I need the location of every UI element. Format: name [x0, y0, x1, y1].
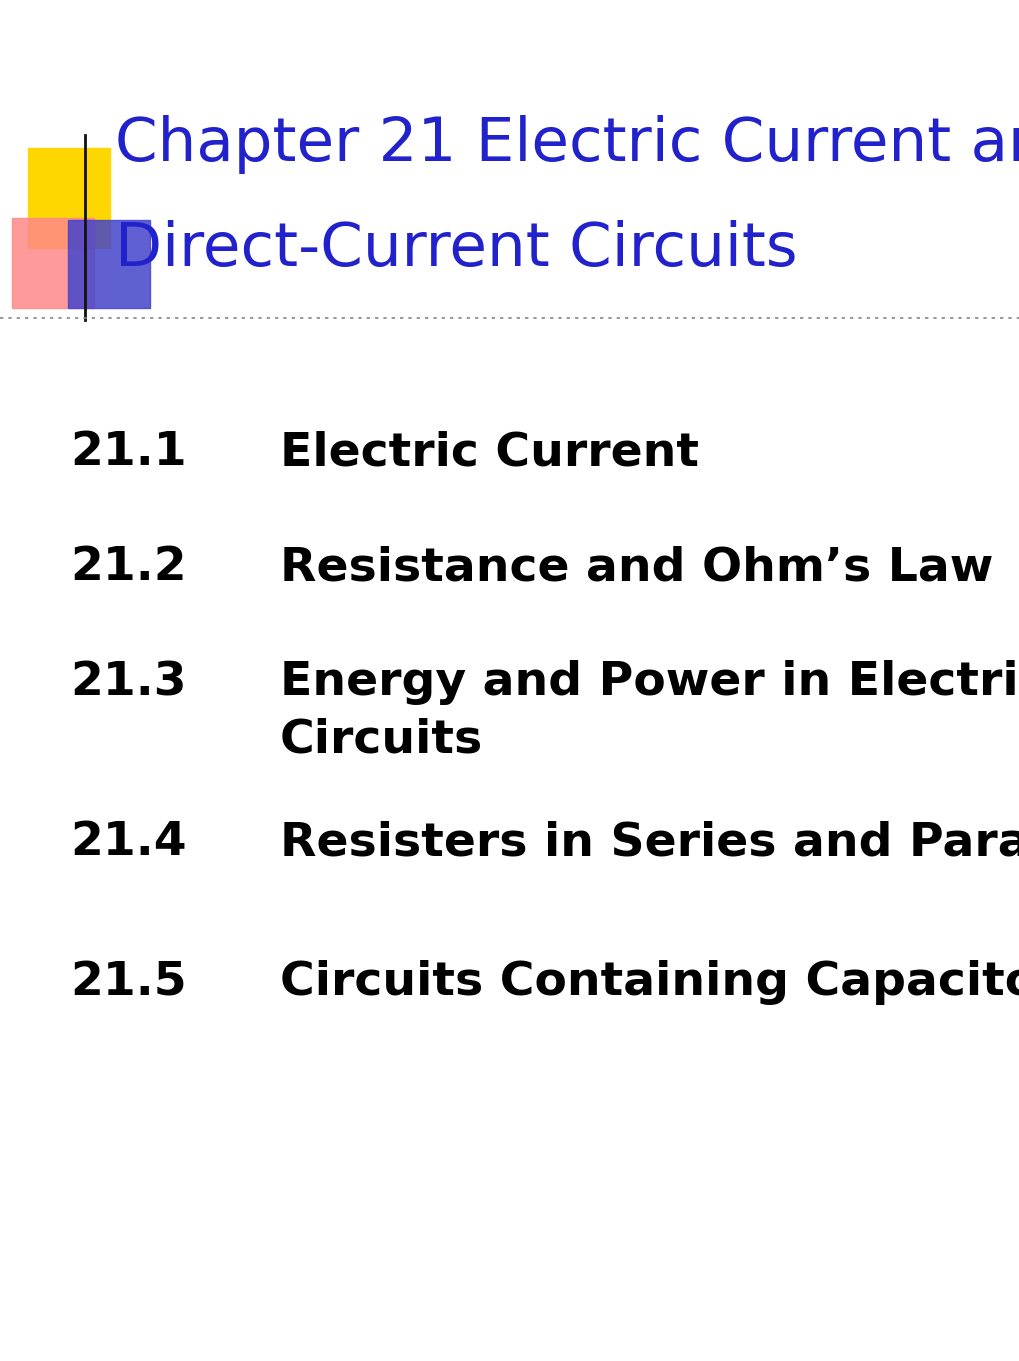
Text: Chapter 21 Electric Current and: Chapter 21 Electric Current and	[115, 114, 1019, 174]
Text: 21.4: 21.4	[70, 819, 186, 866]
Text: Energy and Power in Electric
Circuits: Energy and Power in Electric Circuits	[280, 660, 1019, 762]
Text: Resisters in Series and Parallel: Resisters in Series and Parallel	[280, 819, 1019, 866]
Text: Resistance and Ohm’s Law: Resistance and Ohm’s Law	[280, 544, 993, 591]
Text: Circuits Containing Capacitors: Circuits Containing Capacitors	[280, 960, 1019, 1004]
Bar	[68, 220, 150, 308]
Bar	[12, 218, 94, 308]
Text: 21.5: 21.5	[70, 960, 186, 1004]
Text: Electric Current: Electric Current	[280, 430, 698, 475]
Bar	[28, 148, 110, 248]
Text: Direct-Current Circuits: Direct-Current Circuits	[115, 220, 797, 279]
Text: 21.2: 21.2	[70, 544, 186, 591]
Text: 21.3: 21.3	[70, 660, 186, 705]
Text: 21.1: 21.1	[70, 430, 186, 475]
